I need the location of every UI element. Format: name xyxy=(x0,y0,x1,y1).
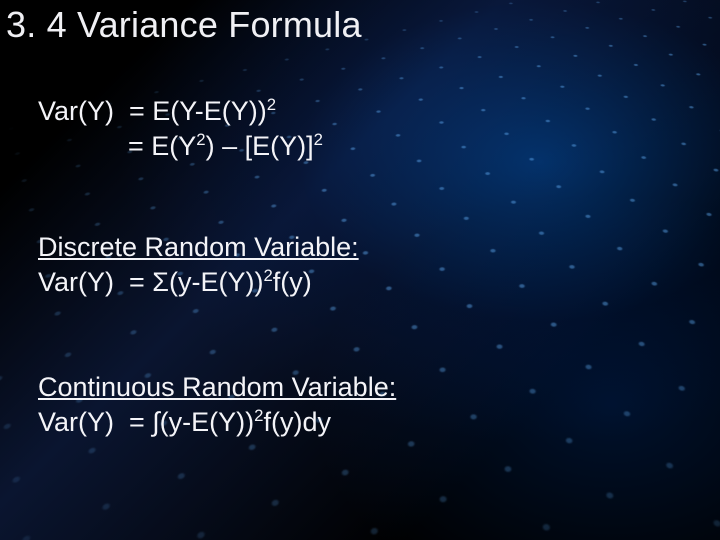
slide: 3. 4 Variance Formula Var(Y) = E(Y-E(Y))… xyxy=(0,0,720,540)
def-line1-sup: 2 xyxy=(267,95,276,114)
def-line2-sup2: 2 xyxy=(314,130,323,149)
discrete-block: Discrete Random Variable: Var(Y) = Σ(y-E… xyxy=(38,230,359,299)
continuous-heading: Continuous Random Variable: xyxy=(38,370,396,405)
discrete-heading: Discrete Random Variable: xyxy=(38,230,359,265)
def-line2-mid: ) – [E(Y)] xyxy=(206,131,314,161)
continuous-formula-post: f(y)dy xyxy=(263,407,331,437)
continuous-formula: Var(Y) = ∫(y-E(Y))2f(y)dy xyxy=(38,405,396,440)
definition-line-1: Var(Y) = E(Y-E(Y))2 xyxy=(38,94,323,129)
def-line2-pre: = E(Y xyxy=(38,131,196,161)
discrete-formula-sup: 2 xyxy=(263,266,272,285)
variance-definition-block: Var(Y) = E(Y-E(Y))2 = E(Y2) – [E(Y)]2 xyxy=(38,94,323,163)
def-line1-text: Var(Y) = E(Y-E(Y)) xyxy=(38,96,267,126)
def-line2-sup1: 2 xyxy=(196,130,205,149)
slide-title: 3. 4 Variance Formula xyxy=(6,4,362,46)
discrete-formula-post: f(y) xyxy=(273,267,312,297)
continuous-block: Continuous Random Variable: Var(Y) = ∫(y… xyxy=(38,370,396,439)
discrete-formula: Var(Y) = Σ(y-E(Y))2f(y) xyxy=(38,265,359,300)
continuous-formula-pre: Var(Y) = ∫(y-E(Y)) xyxy=(38,407,254,437)
definition-line-2: = E(Y2) – [E(Y)]2 xyxy=(38,129,323,164)
discrete-formula-pre: Var(Y) = Σ(y-E(Y)) xyxy=(38,267,263,297)
